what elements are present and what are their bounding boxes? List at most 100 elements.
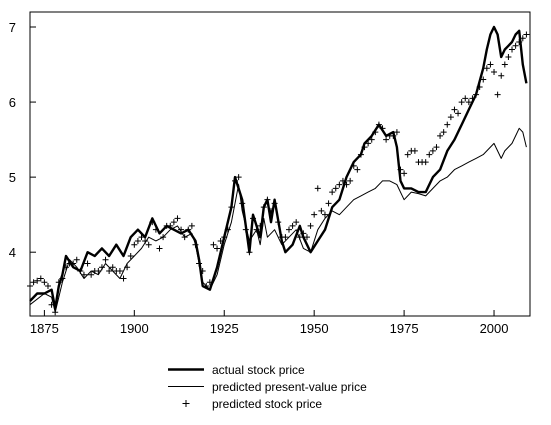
point-predicted-stock-price-1972 [390, 132, 397, 139]
point-predicted-stock-price-1877 [48, 301, 55, 308]
point-predicted-stock-price-1931 [242, 226, 249, 233]
series-predicted-stock-price [27, 31, 530, 316]
point-predicted-stock-price-1955 [329, 189, 336, 196]
point-predicted-stock-price-1893 [106, 267, 113, 274]
point-predicted-stock-price-1901 [134, 237, 141, 244]
point-predicted-stock-price-1965 [365, 140, 372, 147]
point-predicted-stock-price-2007 [516, 39, 523, 46]
point-predicted-stock-price-1876 [44, 282, 51, 289]
point-predicted-stock-price-1988 [447, 114, 454, 121]
point-predicted-stock-price-1973 [393, 129, 400, 136]
point-predicted-stock-price-1934 [253, 226, 260, 233]
point-predicted-stock-price-1933 [250, 215, 257, 222]
point-predicted-stock-price-1885 [77, 267, 84, 274]
y-axis: 4 5 6 7 [9, 20, 36, 260]
x-tick-label-1875: 1875 [30, 321, 59, 336]
point-predicted-stock-price-1920 [203, 282, 210, 289]
point-predicted-stock-price-1873 [34, 277, 41, 284]
point-predicted-stock-price-1986 [440, 129, 447, 136]
point-predicted-stock-price-1998 [483, 65, 490, 72]
point-predicted-stock-price-1874 [37, 275, 44, 282]
x-tick-label-1900: 1900 [120, 321, 149, 336]
legend: actual stock price predicted present-val… [168, 363, 367, 411]
point-predicted-stock-price-1984 [433, 144, 440, 151]
x-tick-label-1925: 1925 [210, 321, 239, 336]
point-predicted-stock-price-1939 [271, 200, 278, 207]
point-predicted-stock-price-1908 [160, 234, 167, 241]
point-predicted-stock-price-1884 [73, 256, 80, 263]
point-predicted-stock-price-1903 [142, 237, 149, 244]
point-predicted-stock-price-1907 [156, 245, 163, 252]
point-predicted-stock-price-1878 [52, 309, 59, 316]
point-predicted-stock-price-1881 [62, 264, 69, 271]
point-predicted-stock-price-1883 [70, 260, 77, 267]
x-tick-label-1950: 1950 [300, 321, 329, 336]
point-predicted-stock-price-2000 [491, 69, 498, 76]
point-predicted-stock-price-1932 [246, 249, 253, 256]
point-predicted-stock-price-1906 [152, 226, 159, 233]
point-predicted-stock-price-1967 [372, 129, 379, 136]
point-predicted-stock-price-1993 [465, 99, 472, 106]
point-predicted-stock-price-1915 [185, 226, 192, 233]
point-predicted-stock-price-1919 [199, 267, 206, 274]
point-predicted-stock-price-1985 [437, 132, 444, 139]
point-predicted-stock-price-1938 [268, 207, 275, 214]
point-predicted-stock-price-1961 [350, 162, 357, 169]
point-predicted-stock-price-2004 [505, 54, 512, 61]
point-predicted-stock-price-1880 [59, 275, 66, 282]
point-predicted-stock-price-1957 [336, 181, 343, 188]
y-tick-label-7: 7 [9, 20, 16, 35]
point-predicted-stock-price-1896 [116, 267, 123, 274]
point-predicted-stock-price-1981 [422, 159, 429, 166]
point-predicted-stock-price-1922 [210, 241, 217, 248]
point-predicted-stock-price-1975 [401, 170, 408, 177]
point-predicted-stock-price-2003 [501, 61, 508, 68]
point-predicted-stock-price-1978 [411, 147, 418, 154]
point-predicted-stock-price-1924 [217, 237, 224, 244]
point-predicted-stock-price-1894 [109, 264, 116, 271]
x-tick-label-1975: 1975 [390, 321, 419, 336]
point-predicted-stock-price-2008 [519, 35, 526, 42]
point-predicted-stock-price-1902 [138, 234, 145, 241]
point-predicted-stock-price-1936 [260, 204, 267, 211]
point-predicted-stock-price-1999 [487, 61, 494, 68]
point-predicted-stock-price-2002 [498, 72, 505, 79]
point-predicted-stock-price-1962 [354, 166, 361, 173]
point-predicted-stock-price-1951 [314, 185, 321, 192]
point-predicted-stock-price-1945 [293, 219, 300, 226]
point-predicted-stock-price-1930 [239, 200, 246, 207]
series-line-actual-stock-price [29, 25, 528, 310]
point-predicted-stock-price-1935 [257, 222, 264, 229]
point-predicted-stock-price-1992 [462, 95, 469, 102]
point-predicted-stock-price-1987 [444, 121, 451, 128]
point-predicted-stock-price-1956 [332, 185, 339, 192]
x-tick-label-2000: 2000 [480, 321, 509, 336]
point-predicted-stock-price-1929 [235, 174, 242, 181]
point-predicted-stock-price-1994 [469, 95, 476, 102]
point-predicted-stock-price-1890 [95, 267, 102, 274]
point-predicted-stock-price-1997 [480, 76, 487, 83]
point-predicted-stock-price-1970 [383, 136, 390, 143]
point-predicted-stock-price-1989 [451, 106, 458, 113]
point-predicted-stock-price-1990 [455, 110, 462, 117]
point-predicted-stock-price-1904 [145, 241, 152, 248]
point-predicted-stock-price-1888 [88, 271, 95, 278]
y-tick-label-4: 4 [9, 245, 16, 260]
point-predicted-stock-price-1982 [426, 151, 433, 158]
point-predicted-stock-price-1898 [124, 264, 131, 271]
point-predicted-stock-price-1958 [339, 177, 346, 184]
point-predicted-stock-price-1927 [228, 204, 235, 211]
point-predicted-stock-price-1983 [429, 147, 436, 154]
point-predicted-stock-price-1991 [458, 99, 465, 106]
point-predicted-stock-price-1872 [30, 279, 37, 286]
point-predicted-stock-price-1914 [181, 234, 188, 241]
x-axis: 1875 1900 1925 1950 1975 2000 [30, 310, 509, 336]
point-predicted-stock-price-1996 [476, 84, 483, 91]
point-predicted-stock-price-1966 [368, 136, 375, 143]
point-predicted-stock-price-1925 [221, 234, 228, 241]
point-predicted-stock-price-1974 [397, 166, 404, 173]
point-predicted-stock-price-1946 [296, 234, 303, 241]
point-predicted-stock-price-1913 [178, 226, 185, 233]
point-predicted-stock-price-1953 [321, 211, 328, 218]
point-predicted-stock-price-1964 [361, 144, 368, 151]
